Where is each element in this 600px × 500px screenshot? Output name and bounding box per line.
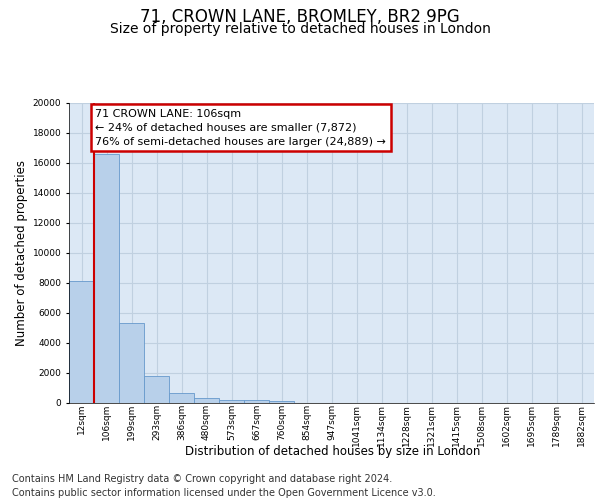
Text: Distribution of detached houses by size in London: Distribution of detached houses by size …: [185, 444, 481, 458]
Text: 71, CROWN LANE, BROMLEY, BR2 9PG: 71, CROWN LANE, BROMLEY, BR2 9PG: [140, 8, 460, 26]
Text: Contains HM Land Registry data © Crown copyright and database right 2024.
Contai: Contains HM Land Registry data © Crown c…: [12, 474, 436, 498]
Bar: [269, 400, 294, 402]
Bar: [244, 400, 269, 402]
Bar: [119, 323, 144, 402]
Bar: [219, 400, 244, 402]
Bar: [144, 376, 169, 402]
Text: 71 CROWN LANE: 106sqm
← 24% of detached houses are smaller (7,872)
76% of semi-d: 71 CROWN LANE: 106sqm ← 24% of detached …: [95, 108, 386, 146]
Y-axis label: Number of detached properties: Number of detached properties: [16, 160, 28, 346]
Text: Size of property relative to detached houses in London: Size of property relative to detached ho…: [110, 22, 490, 36]
Bar: [69, 281, 94, 402]
Bar: [169, 393, 194, 402]
Bar: [94, 154, 119, 402]
Bar: [194, 398, 219, 402]
